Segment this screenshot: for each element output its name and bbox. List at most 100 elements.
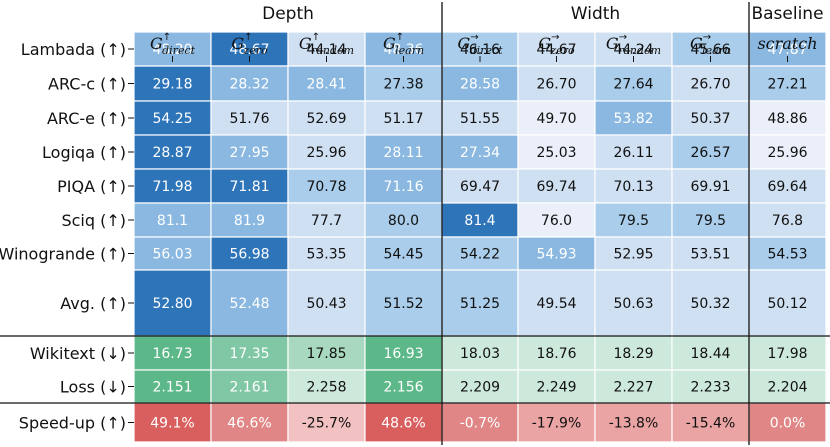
column-header: G↑ random: [299, 32, 354, 57]
column-header: G↑ learn: [383, 32, 424, 57]
cell-value: 48.86: [767, 111, 807, 127]
heatmap-cell: [287, 65, 366, 102]
cell-value: -25.7%: [302, 416, 352, 432]
cell-value: 2.227: [613, 380, 653, 396]
cell-value: 47.87: [767, 42, 807, 58]
cell-value: 51.76: [229, 111, 269, 127]
cell-value: 70.78: [306, 179, 346, 195]
heatmap-cell: [671, 168, 750, 204]
heatmap-cell: [594, 269, 673, 337]
heatmap-cell: [517, 269, 596, 337]
cell-value: 76.0: [541, 213, 572, 229]
cell-value: 79.5: [618, 213, 649, 229]
heatmap-cell: [210, 402, 289, 443]
cell-value: 2.233: [690, 380, 730, 396]
heatmap-cell: [133, 269, 212, 337]
group-header-width: Width: [571, 4, 620, 24]
heatmap-cell: [210, 168, 289, 204]
heatmap-cell: [671, 202, 750, 238]
heatmap-cell: [594, 202, 673, 238]
heatmap-cell: [594, 236, 673, 271]
heatmap-cell: [748, 269, 827, 337]
column-header: G→ learn: [690, 32, 731, 57]
column-header: G→ zero: [538, 32, 575, 57]
heatmap-cell: [671, 269, 750, 337]
heatmap-cell: [287, 168, 366, 204]
heatmap-cell: [287, 369, 366, 404]
cell-value: 2.156: [383, 380, 423, 396]
cell-value: 79.5: [695, 213, 726, 229]
row-label: Sciq (↑): [61, 211, 126, 230]
heatmap-cell: [441, 134, 519, 170]
cell-value: 54.25: [152, 111, 192, 127]
heatmap-cell: [441, 236, 519, 271]
heatmap-cell: [133, 202, 212, 238]
cell-value: 44.67: [536, 42, 576, 58]
cell-value: 27.34: [460, 145, 500, 161]
heatmap-cell: [517, 335, 596, 371]
cell-value: 50.37: [690, 111, 730, 127]
cell-value: 48.6%: [381, 416, 425, 432]
cell-value: 54.93: [536, 247, 576, 263]
cell-value: 52.95: [613, 247, 653, 263]
cell-value: 69.91: [690, 179, 730, 195]
cell-value: 56.98: [229, 247, 269, 263]
cell-value: 69.47: [460, 179, 500, 195]
row-label: Lambada (↑): [21, 40, 126, 59]
cell-value: 50.63: [613, 296, 653, 312]
heatmap-cell: [441, 65, 519, 102]
cell-value: 51.52: [383, 296, 423, 312]
cell-value: 53.51: [690, 247, 730, 263]
cell-value: 49.1%: [150, 416, 194, 432]
cell-value: 53.35: [306, 247, 346, 263]
cell-value: 0.0%: [770, 416, 806, 432]
cell-value: 25.03: [536, 145, 576, 161]
cell-value: 25.96: [306, 145, 346, 161]
cell-value: 27.38: [383, 77, 423, 93]
heatmap-cell: [287, 335, 366, 371]
cell-value: 2.258: [306, 380, 346, 396]
cell-value: 69.64: [767, 179, 807, 195]
cell-value: 81.9: [234, 213, 265, 229]
cell-value: 54.53: [767, 247, 807, 263]
heatmap-cell: [517, 168, 596, 204]
cell-value: 71.81: [229, 179, 269, 195]
column-header: G→ random: [606, 32, 661, 57]
heatmap-cell: [517, 100, 596, 136]
cell-value: 26.11: [613, 145, 653, 161]
row-label: Logiqa (↑): [42, 143, 126, 162]
cell-value: 25.96: [767, 145, 807, 161]
cell-value: -0.7%: [460, 416, 501, 432]
heatmap-cell: [671, 134, 750, 170]
heatmap-cell: [671, 100, 750, 136]
heatmap-cell: [133, 236, 212, 271]
heatmap-cell: [441, 269, 519, 337]
cell-value: 81.4: [464, 213, 495, 229]
cell-value: 49.54: [536, 296, 576, 312]
heatmap-cell: [594, 100, 673, 136]
cell-value: -13.8%: [609, 416, 659, 432]
cell-value: 2.204: [767, 380, 807, 396]
cell-value: 54.45: [383, 247, 423, 263]
cell-value: 56.03: [152, 247, 192, 263]
heatmap-cell: [364, 202, 443, 238]
row-label: Avg. (↑): [60, 294, 126, 313]
cell-value: 17.85: [306, 346, 346, 362]
cell-value: -17.9%: [532, 416, 582, 432]
cell-value: 2.151: [152, 380, 192, 396]
cell-value: 51.17: [383, 111, 423, 127]
cell-value: 70.13: [613, 179, 653, 195]
cell-value: 48.20: [152, 42, 192, 58]
cell-value: 46.6%: [227, 416, 271, 432]
cell-value: 16.93: [383, 346, 423, 362]
cell-value: 44.24: [613, 42, 653, 58]
heatmap-cell: [287, 269, 366, 337]
column-header: G↑ direct: [150, 32, 196, 57]
cell-value: 17.98: [767, 346, 807, 362]
cell-value: 53.82: [613, 111, 653, 127]
column-header: scratch: [757, 34, 817, 53]
cell-value: 28.32: [229, 77, 269, 93]
cell-value: 18.29: [613, 346, 653, 362]
cell-value: 51.25: [460, 296, 500, 312]
